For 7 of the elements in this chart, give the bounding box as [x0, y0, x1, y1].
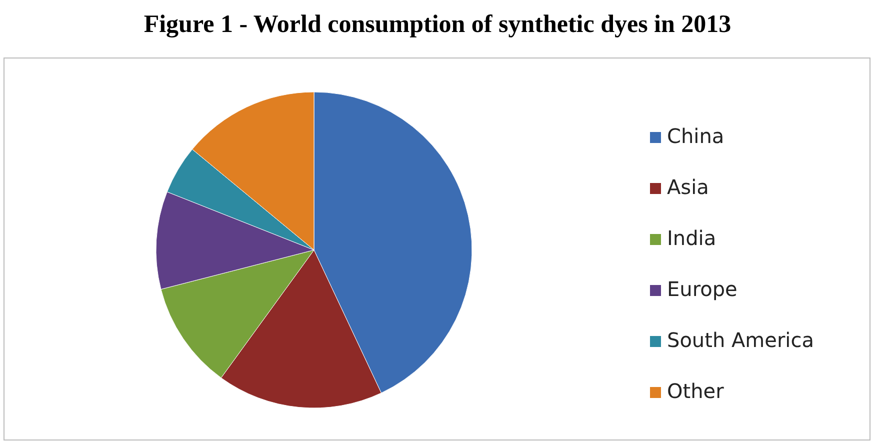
legend-label: Europe [667, 277, 738, 301]
chart-title: Figure 1 - World consumption of synthetic dyes in 2013 [144, 11, 732, 38]
legend-label: Asia [667, 175, 709, 199]
legend-label: India [667, 226, 716, 250]
legend-label: South America [667, 328, 814, 352]
legend-label: China [667, 124, 724, 148]
legend-label: Other [667, 379, 725, 403]
